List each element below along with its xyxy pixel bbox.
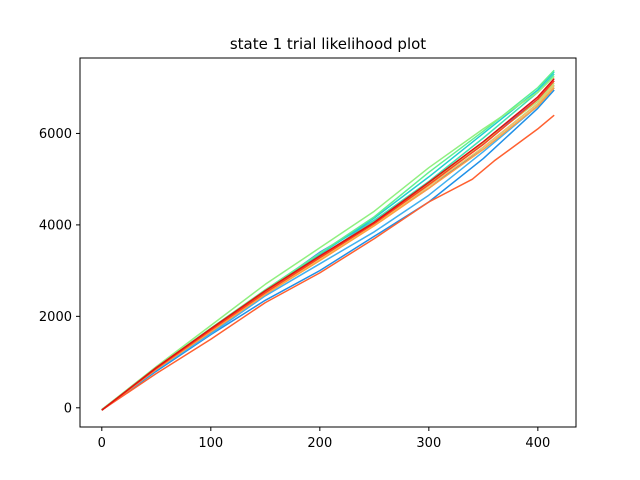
x-tick-label: 100 — [198, 436, 223, 451]
y-axis: 0 2000 4000 6000 — [39, 127, 80, 416]
y-tick-label: 4000 — [39, 218, 72, 233]
series-layer — [101, 69, 555, 411]
chart-title: state 1 trial likelihood plot — [230, 35, 426, 53]
series-line-8 — [101, 75, 555, 411]
series-line-11 — [101, 87, 555, 411]
y-tick-label: 0 — [64, 401, 72, 416]
x-axis: 0 100 200 300 400 — [98, 427, 550, 451]
x-tick-label: 0 — [98, 436, 106, 451]
series-line-4 — [101, 87, 555, 411]
series-line-14 — [101, 78, 555, 411]
x-tick-label: 300 — [416, 436, 441, 451]
series-line-13 — [101, 80, 555, 411]
x-tick-label: 400 — [525, 436, 550, 451]
y-tick-label: 2000 — [39, 310, 72, 325]
series-line-12 — [101, 114, 555, 411]
y-tick-label: 6000 — [39, 127, 72, 142]
x-tick-label: 200 — [307, 436, 332, 451]
series-line-1 — [101, 89, 555, 411]
plot-frame — [79, 57, 577, 428]
